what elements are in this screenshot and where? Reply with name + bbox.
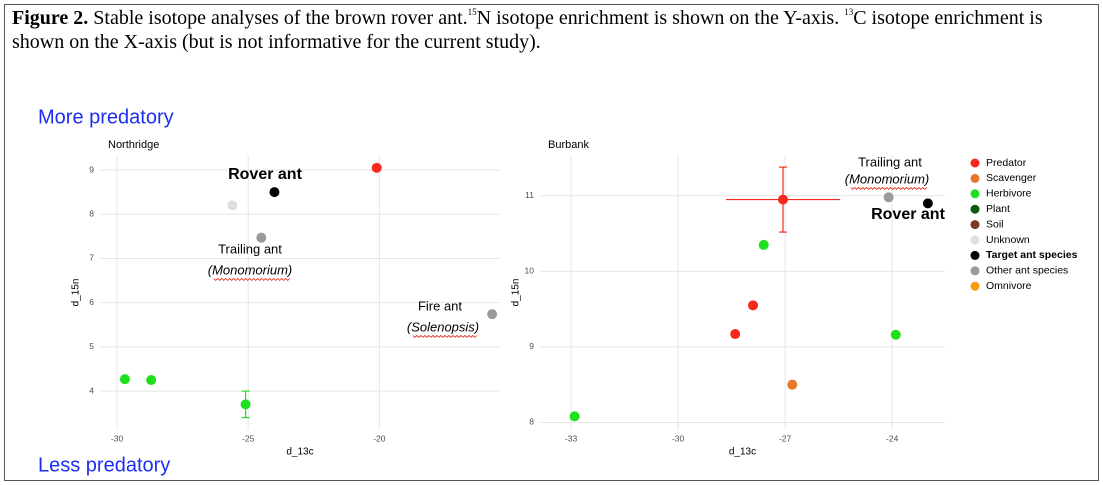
x-axis-label: d_13c [286,447,313,458]
annotation: Trailing ant [218,241,282,256]
legend-label: Plant [986,203,1010,215]
caption-text: C isotope enrichment is shown on the X-a… [12,7,1043,53]
point [787,379,798,390]
y-tick-label: 11 [525,190,534,200]
annotation: (Monomorium) [845,171,930,186]
y-axis-label: d_15n [511,279,522,307]
caption: Figure 2. Stable isotope analyses of the… [12,6,1092,54]
spell-underline [850,186,928,191]
point [487,309,498,320]
chart-title: Northridge [108,139,159,151]
annotation: Rover ant [871,206,945,223]
annotation: (Monomorium) [208,262,293,277]
y-axis-label: d_15n [71,279,82,307]
legend-swatch [970,189,980,199]
point [758,239,769,250]
spell-underline [213,277,291,282]
point [730,329,741,340]
x-tick-label: -33 [565,433,578,443]
point [371,162,382,173]
legend-swatch [970,158,980,168]
y-tick-label: 9 [89,164,94,174]
x-tick-label: -30 [111,433,124,443]
annotation: Trailing ant [858,154,922,169]
x-tick-label: -20 [373,433,386,443]
x-tick-label: -27 [779,433,792,443]
top-label: More predatory [38,106,174,128]
point [240,399,251,410]
point [922,198,933,209]
spell-underline [412,334,478,339]
caption-text: N isotope enrichment is shown on the Y-a… [476,7,845,29]
legend-swatch [970,204,980,214]
y-tick-label: 7 [89,253,94,263]
legend-label: Unknown [986,234,1030,246]
legend-swatch [970,235,980,245]
legend-label: Herbivore [986,188,1032,200]
legend-swatch [970,266,980,276]
annotation: Rover ant [228,166,302,183]
point [119,374,130,385]
superscript: 15 [467,7,477,17]
caption-label: Figure 2. [12,7,89,29]
point [890,329,901,340]
point [256,232,267,243]
legend-label: Predator [986,157,1027,169]
superscript: 13 [844,7,854,17]
point [569,411,580,422]
y-tick-label: 8 [529,417,534,427]
x-axis-label: d_13c [729,447,756,458]
legend-label: Target ant species [986,249,1078,261]
legend-swatch [970,281,980,291]
chart-title: Burbank [548,139,589,151]
legend-swatch [970,220,980,230]
x-tick-label: -24 [886,433,899,443]
y-tick-label: 4 [89,385,94,395]
frame [4,4,1099,481]
legend-label: Soil [986,218,1004,230]
annotation: Fire ant [418,298,462,313]
legend-label: Other ant species [986,265,1068,277]
annotation: (Solenopsis) [407,319,479,334]
y-tick-label: 9 [529,341,534,351]
legend-swatch [970,250,980,260]
y-tick-label: 10 [525,266,535,276]
point [146,375,157,386]
y-tick-label: 6 [89,297,94,307]
legend-label: Scavenger [986,172,1037,184]
point [778,194,788,205]
point [748,300,759,311]
bottom-label: Less predatory [38,454,170,476]
point [883,192,894,203]
point [269,187,280,198]
legend-label: Omnivore [986,280,1032,292]
x-tick-label: -25 [242,433,255,443]
y-tick-label: 8 [89,208,94,218]
x-tick-label: -30 [672,433,685,443]
legend-swatch [970,173,980,183]
point [227,200,238,211]
caption-text: Stable isotope analyses of the brown rov… [88,7,468,29]
y-tick-label: 5 [89,341,94,351]
